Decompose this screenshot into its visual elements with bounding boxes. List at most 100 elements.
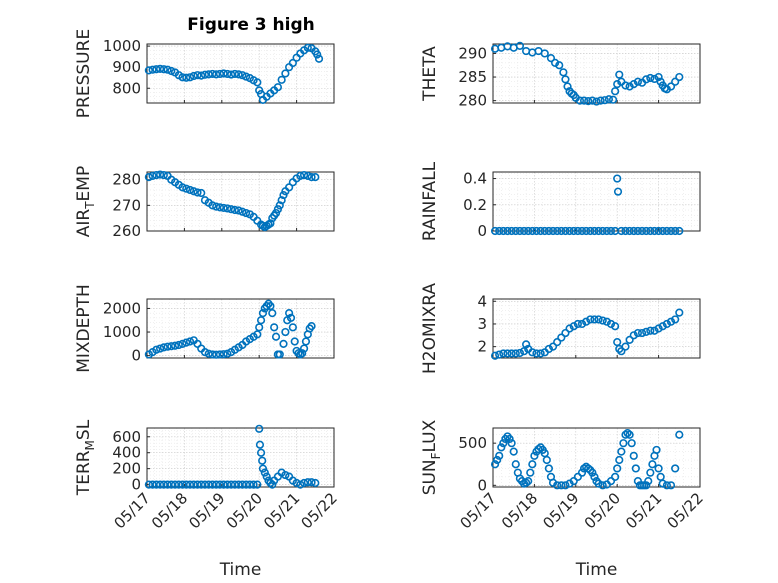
data-point: [270, 323, 279, 332]
data-point: [499, 226, 508, 236]
y-tick-label: 0.4: [463, 170, 487, 188]
data-point: [193, 480, 202, 489]
y-tick-label: 285: [458, 68, 487, 86]
data-point: [144, 66, 153, 75]
data-point: [273, 83, 283, 92]
y-tick-label: 2000: [103, 299, 141, 317]
y-axis-label-subscript: M: [83, 440, 97, 450]
data-point: [208, 480, 217, 489]
data-point: [629, 226, 638, 236]
data-point: [637, 328, 647, 338]
data-point: [230, 205, 239, 215]
data-point: [611, 472, 620, 481]
y-tick-label: 1000: [103, 323, 141, 341]
data-point: [590, 226, 599, 236]
data-point: [613, 80, 622, 89]
data-point: [522, 340, 531, 349]
y-axis-label: TERRMSL: [74, 419, 97, 496]
axes-box: [146, 298, 335, 359]
y-axis-label-main: SUN: [420, 459, 440, 495]
data-point: [650, 326, 659, 335]
data-point: [507, 439, 516, 448]
data-point: [189, 71, 198, 81]
data-point: [606, 226, 616, 236]
y-axis-label-subscript: F: [429, 452, 443, 459]
data-point: [299, 344, 309, 353]
data-point: [633, 77, 643, 86]
data-point: [185, 480, 195, 489]
data-point: [654, 226, 663, 236]
data-point: [152, 480, 161, 489]
data-point: [594, 315, 603, 324]
data-point: [611, 322, 620, 331]
subplot-5: 0 1000 2000 MIXDEPTH: [74, 284, 335, 373]
data-point: [602, 317, 611, 326]
data-point: [189, 480, 198, 489]
data-point: [569, 322, 578, 331]
data-point: [208, 69, 217, 79]
y-axis-label-tail: LUX: [420, 419, 440, 452]
data-point: [646, 226, 655, 236]
data-point: [505, 434, 514, 444]
data-point: [528, 348, 537, 357]
data-point: [159, 343, 168, 352]
data-point: [234, 206, 243, 215]
data-point: [307, 478, 316, 487]
data-point: [255, 440, 265, 449]
data-point: [546, 54, 556, 63]
data-point: [631, 464, 640, 473]
data-point: [258, 309, 268, 318]
y-tick-label: 3: [477, 315, 487, 333]
data-point: [594, 226, 603, 236]
data-point: [548, 226, 558, 236]
y-axis-label: SUNFLUX: [420, 419, 443, 495]
data-point: [627, 439, 636, 448]
data-point: [588, 96, 597, 105]
data-point: [519, 226, 529, 236]
data-point: [644, 477, 653, 486]
data-point: [608, 95, 618, 104]
data-point: [277, 75, 286, 84]
data-point: [658, 226, 667, 236]
y-tick-label: 900: [112, 58, 141, 76]
data-point: [675, 430, 684, 439]
data-point: [675, 226, 684, 236]
y-tick-label: 280: [458, 92, 487, 110]
data-point: [219, 480, 228, 489]
data-point: [675, 72, 684, 82]
data-point: [650, 226, 659, 236]
data-point: [495, 451, 504, 460]
data-point: [238, 480, 247, 489]
data-point: [495, 226, 504, 236]
data-point: [178, 183, 187, 192]
y-axis-label: MIXDEPTH: [74, 284, 94, 373]
data-point: [611, 87, 620, 96]
data-point: [600, 96, 609, 105]
data-point: [544, 226, 553, 236]
data-point: [204, 70, 213, 79]
subplot-1: 800 900 1000 PRESSURE: [74, 29, 335, 118]
data-point: [671, 464, 680, 473]
subplot-3: 260 270 280 AIRTEMP: [74, 166, 335, 240]
data-point: [234, 70, 243, 79]
data-point: [163, 65, 172, 74]
data-point: [200, 70, 210, 79]
data-point: [573, 319, 582, 329]
data-point: [642, 327, 651, 337]
data-point: [561, 481, 570, 490]
data-point: [178, 339, 187, 348]
data-point: [548, 342, 558, 351]
data-point: [208, 201, 217, 210]
data-point: [604, 95, 614, 104]
data-point: [159, 170, 168, 180]
data-point: [155, 480, 165, 489]
data-point: [633, 477, 643, 486]
data-point: [182, 73, 191, 82]
data-point: [189, 187, 198, 196]
data-point: [148, 171, 157, 180]
data-point: [258, 464, 268, 473]
data-point: [260, 468, 269, 477]
data-point: [671, 315, 680, 324]
data-point: [553, 481, 562, 490]
